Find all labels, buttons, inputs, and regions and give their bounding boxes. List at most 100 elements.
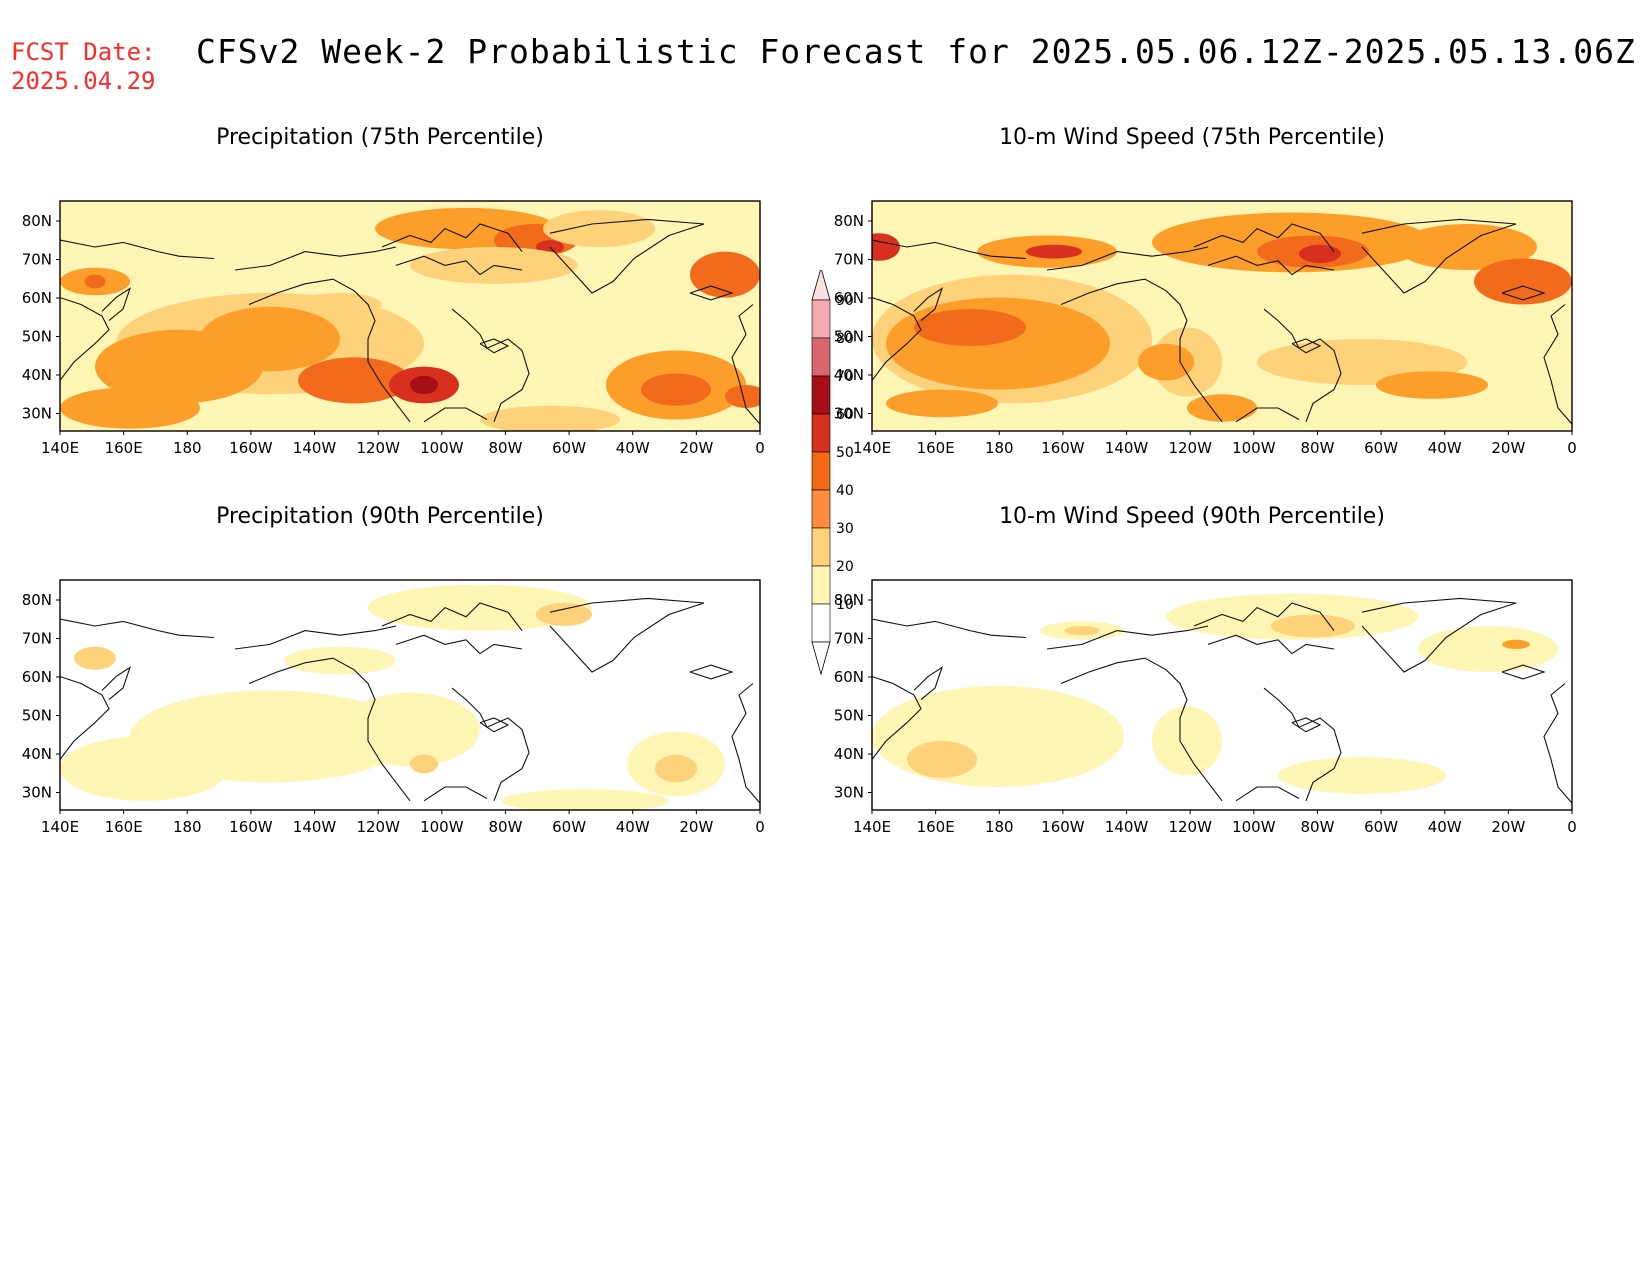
lon-tick-label: 140W <box>293 439 337 457</box>
colorbar-level-label: 20 <box>836 559 854 575</box>
lon-tick-label: 0 <box>755 818 765 836</box>
colorbar-swatch <box>811 375 831 415</box>
lat-tick-label: 40N <box>22 366 52 384</box>
colorbar-level-label: 50 <box>836 445 854 461</box>
map-wind-90: 140E 160E 180 160W 140W 120W 100W 80W 60W 40W 20W 0… <box>834 579 1577 836</box>
panel-title: 10-m Wind Speed (75th Percentile) <box>999 125 1385 150</box>
panel-precip-90: Precipitation (90th Percentile) 140E 160E… <box>0 504 765 836</box>
lon-tick-label: 120W <box>1168 818 1212 836</box>
colorbar-swatch <box>811 603 831 643</box>
lon-tick-label: 160E <box>105 818 143 836</box>
colorbar-swatch <box>811 489 831 529</box>
lon-tick-label: 140W <box>1105 818 1149 836</box>
lat-tick-label: 80N <box>22 212 52 230</box>
lat-tick-label: 50N <box>22 328 52 346</box>
lon-tick-label: 40W <box>616 818 650 836</box>
lat-tick-label: 50N <box>22 707 52 725</box>
lon-tick-label: 40W <box>616 439 650 457</box>
lon-tick-label: 180 <box>985 818 1014 836</box>
lon-tick-label: 120W <box>1168 439 1212 457</box>
colorbar-level-label: 30 <box>836 521 854 537</box>
lon-tick-label: 60W <box>552 818 586 836</box>
lat-tick-label: 30N <box>22 405 52 423</box>
lat-tick-label: 30N <box>834 405 864 423</box>
probability-colorbar: 90 80 70 60 50 40 30 20 10 <box>811 270 854 676</box>
lat-tick-label: 80N <box>834 591 864 609</box>
colorbar-level-label: 90 <box>836 293 854 309</box>
colorbar-swatch <box>811 565 831 605</box>
colorbar-bottom-triangle <box>811 641 831 676</box>
lon-tick-label: 80W <box>1300 439 1334 457</box>
lon-tick-label: 100W <box>420 439 464 457</box>
colorbar-level-label: 70 <box>836 369 854 385</box>
colorbar-level-label: 10 <box>836 597 854 613</box>
colorbar-top-triangle <box>811 270 831 301</box>
main-title: CFSv2 Week-2 Probabilistic Forecast for … <box>196 32 1636 71</box>
lon-tick-label: 160E <box>105 439 143 457</box>
forecast-date-block: FCST Date: 2025.04.29 <box>11 38 156 96</box>
lat-tick-label: 30N <box>22 784 52 802</box>
lat-tick-label: 80N <box>834 212 864 230</box>
lon-tick-label: 160W <box>1041 818 1085 836</box>
lon-tick-label: 20W <box>679 439 713 457</box>
lat-tick-label: 60N <box>834 668 864 686</box>
lon-tick-label: 20W <box>1491 818 1525 836</box>
lat-tick-label: 50N <box>834 707 864 725</box>
lon-tick-label: 40W <box>1428 439 1462 457</box>
lon-tick-label: 20W <box>679 818 713 836</box>
lon-tick-label: 60W <box>1364 818 1398 836</box>
panel-precip-75: Precipitation (75th Percentile) 140E 160E… <box>0 125 765 457</box>
map-wind-75: 140E 160E 180 160W 140W 120W 100W 80W 60W 40W 20W 0… <box>834 200 1577 457</box>
colorbar-level-label: 80 <box>836 331 854 347</box>
lon-tick-label: 0 <box>1567 439 1577 457</box>
panel-title: Precipitation (75th Percentile) <box>216 125 544 150</box>
lat-tick-label: 60N <box>22 289 52 307</box>
lon-tick-label: 100W <box>420 818 464 836</box>
forecast-date-value: 2025.04.29 <box>11 67 156 95</box>
lat-tick-label: 40N <box>834 366 864 384</box>
lon-tick-label: 180 <box>173 818 202 836</box>
lat-tick-label: 70N <box>22 251 52 269</box>
lon-tick-label: 100W <box>1232 818 1276 836</box>
lon-tick-label: 120W <box>356 818 400 836</box>
colorbar-swatch <box>811 527 831 567</box>
lon-tick-label: 180 <box>173 439 202 457</box>
panel-wind-90: 10-m Wind Speed (90th Percentile) 140E 16… <box>812 504 1577 836</box>
lon-tick-label: 20W <box>1491 439 1525 457</box>
lon-tick-label: 140W <box>1105 439 1149 457</box>
lat-tick-label: 80N <box>22 591 52 609</box>
lon-tick-label: 160E <box>917 818 955 836</box>
lat-tick-label: 70N <box>834 251 864 269</box>
lat-tick-label: 70N <box>834 630 864 648</box>
lon-tick-label: 40W <box>1428 818 1462 836</box>
lat-tick-label: 40N <box>834 745 864 763</box>
panel-wind-75: 10-m Wind Speed (75th Percentile) 140E 16… <box>812 125 1577 457</box>
lon-tick-label: 140E <box>853 818 891 836</box>
lat-tick-label: 30N <box>834 784 864 802</box>
lat-tick-label: 60N <box>22 668 52 686</box>
lon-tick-label: 140E <box>41 818 79 836</box>
lon-tick-label: 80W <box>1300 818 1334 836</box>
colorbar-level-label: 40 <box>836 483 854 499</box>
lat-tick-label: 40N <box>22 745 52 763</box>
lon-tick-label: 80W <box>488 818 522 836</box>
lon-tick-label: 80W <box>488 439 522 457</box>
lon-tick-label: 100W <box>1232 439 1276 457</box>
lon-tick-label: 0 <box>1567 818 1577 836</box>
colorbar-level-label: 60 <box>836 407 854 423</box>
map-precip-75: 140E 160E 180 160W 140W 120W 100W 80W 60W 40W 20W 0… <box>22 200 765 457</box>
panel-title: 10-m Wind Speed (90th Percentile) <box>999 504 1385 529</box>
lon-tick-label: 160W <box>229 818 273 836</box>
colorbar-swatch <box>811 451 831 491</box>
lat-tick-label: 50N <box>834 328 864 346</box>
lat-tick-label: 60N <box>834 289 864 307</box>
lon-tick-label: 140W <box>293 818 337 836</box>
lon-tick-label: 0 <box>755 439 765 457</box>
colorbar-swatch <box>811 413 831 453</box>
colorbar-swatch <box>811 299 831 339</box>
lon-tick-label: 60W <box>1364 439 1398 457</box>
lon-tick-label: 60W <box>552 439 586 457</box>
panel-title: Precipitation (90th Percentile) <box>216 504 544 529</box>
lat-tick-label: 70N <box>22 630 52 648</box>
map-precip-90: 140E 160E 180 160W 140W 120W 100W 80W 60W 40W 20W 0… <box>22 579 765 836</box>
